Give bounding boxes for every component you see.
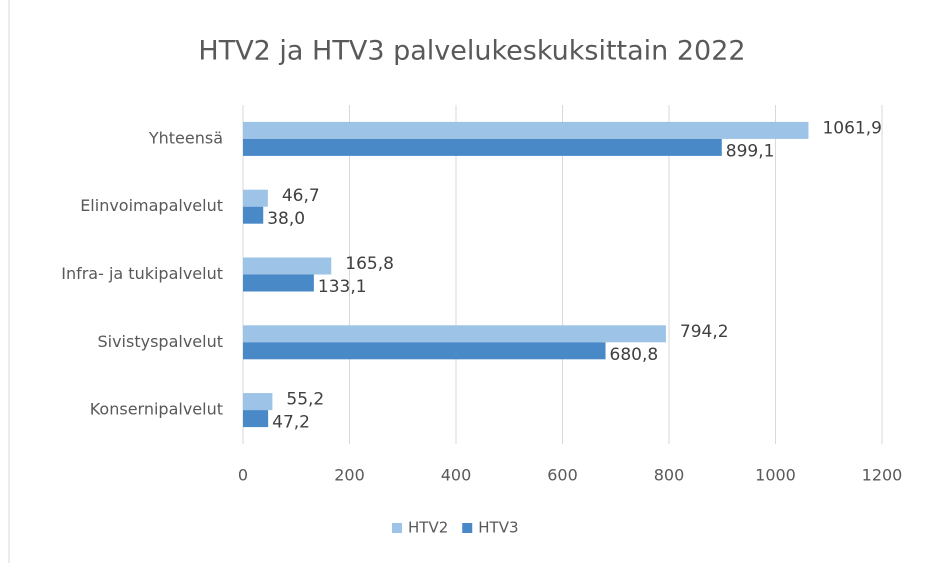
data-label: 1061,9 — [822, 118, 881, 138]
data-label: 680,8 — [610, 345, 659, 365]
chart-title: HTV2 ja HTV3 palvelukeskuksittain 2022 — [198, 36, 745, 67]
bar — [243, 410, 269, 428]
x-tick-label: 800 — [654, 466, 685, 485]
data-label: 46,7 — [282, 186, 320, 206]
y-tick-label: Elinvoimapalvelut — [80, 196, 223, 215]
y-tick-label: Konsernipalvelut — [90, 400, 223, 419]
data-label: 165,8 — [345, 254, 394, 274]
data-label: 794,2 — [680, 322, 729, 342]
bar — [243, 342, 606, 360]
x-tick-label: 1200 — [862, 466, 903, 485]
data-label: 55,2 — [286, 390, 324, 410]
y-tick-label: Sivistyspalvelut — [97, 332, 223, 351]
legend-label: HTV2 — [408, 519, 448, 537]
data-label: 47,2 — [272, 413, 310, 433]
x-tick-label: 400 — [441, 466, 472, 485]
x-tick-label: 1000 — [755, 466, 796, 485]
bar — [243, 189, 268, 207]
x-tick-label: 0 — [238, 466, 248, 485]
data-label: 899,1 — [726, 141, 775, 161]
x-tick-label: 200 — [334, 466, 365, 485]
bar — [243, 393, 273, 411]
bar — [243, 257, 332, 275]
bar — [243, 206, 264, 224]
data-label: 38,0 — [267, 209, 305, 229]
bar — [243, 325, 666, 343]
bar — [243, 274, 314, 292]
legend-swatch — [392, 523, 402, 533]
y-tick-label: Infra- ja tukipalvelut — [61, 264, 223, 283]
legend-label: HTV3 — [478, 519, 518, 537]
y-tick-label: Yhteensä — [148, 128, 223, 147]
x-tick-label: 600 — [547, 466, 578, 485]
bar — [243, 121, 809, 139]
bar — [243, 138, 722, 156]
legend-swatch — [462, 523, 473, 533]
data-label: 133,1 — [318, 277, 367, 297]
